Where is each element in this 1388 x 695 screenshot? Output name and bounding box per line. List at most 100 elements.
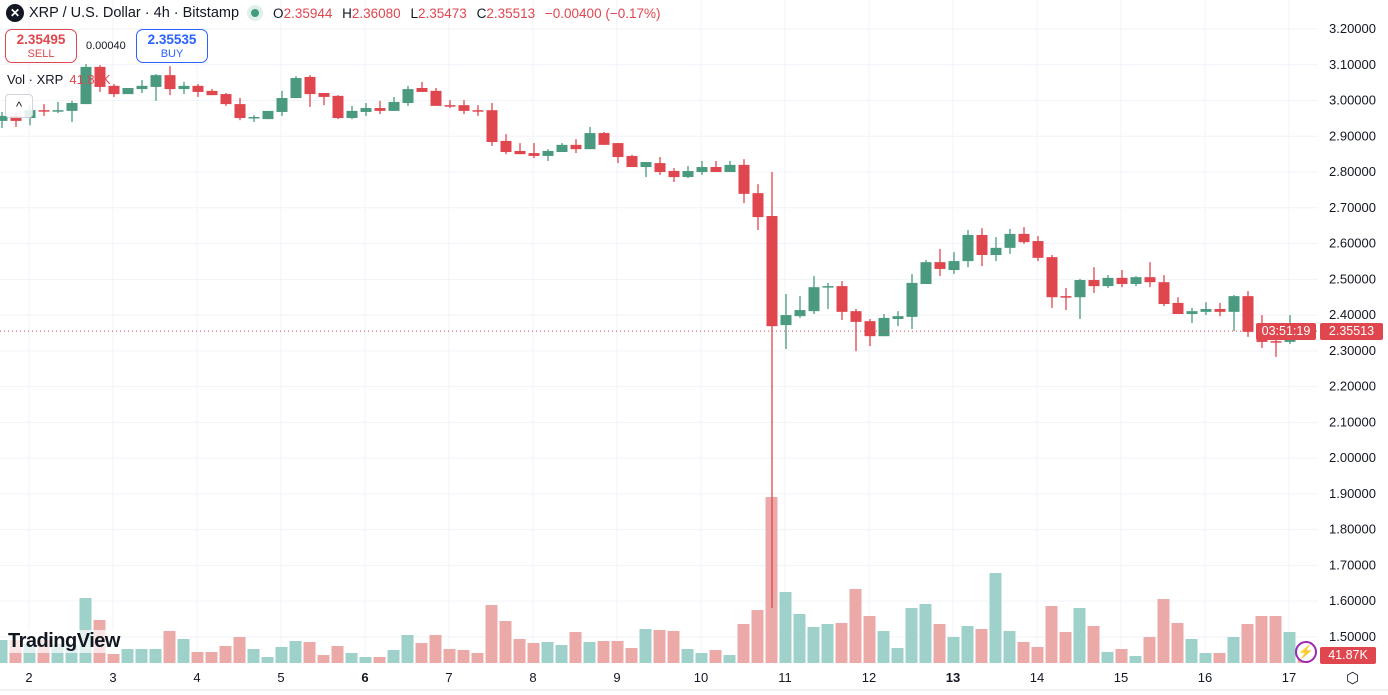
- candle: [556, 143, 568, 153]
- candle: [150, 74, 162, 101]
- price-tick-label: 2.20000: [1329, 379, 1376, 394]
- candle: [416, 81, 428, 92]
- collapse-legend-button[interactable]: ^: [5, 94, 33, 118]
- candle-body: [808, 287, 820, 312]
- time-tick-label: 10: [694, 670, 708, 685]
- symbol-title[interactable]: XRP / U.S. Dollar · 4h · Bitstamp: [29, 5, 240, 21]
- sell-price: 2.35495: [16, 32, 66, 47]
- candle: [752, 184, 764, 230]
- candle: [514, 143, 526, 155]
- volume-bar: [1143, 637, 1156, 663]
- candle-body: [1200, 309, 1212, 312]
- candle: [1074, 278, 1086, 320]
- time-tick-label: 16: [1198, 670, 1212, 685]
- volume-bar: [107, 654, 120, 663]
- candle: [500, 134, 512, 155]
- candle: [948, 252, 960, 274]
- price-tick-label: 2.90000: [1329, 128, 1376, 143]
- spread-value: 0.00040: [86, 40, 126, 52]
- volume-bar: [261, 657, 274, 663]
- candle-body: [822, 286, 834, 288]
- sell-button[interactable]: 2.35495 SELL: [5, 29, 77, 63]
- low-value: 2.35473: [417, 5, 467, 21]
- volume-bar: [1185, 639, 1198, 663]
- price-tick-label: 2.80000: [1329, 164, 1376, 179]
- volume-bar: [1073, 608, 1086, 663]
- price-tick-label: 3.10000: [1329, 57, 1376, 72]
- volume-bar: [695, 653, 708, 663]
- volume-bar: [933, 624, 946, 663]
- candle: [360, 103, 372, 116]
- price-tick-label: 1.60000: [1329, 593, 1376, 608]
- candle-body: [738, 164, 750, 194]
- tradingview-logo[interactable]: TradingView: [8, 630, 120, 653]
- candle: [1242, 291, 1254, 337]
- volume-bar: [1045, 606, 1058, 663]
- volume-bar: [303, 642, 316, 663]
- candle-body: [682, 170, 694, 178]
- buy-button[interactable]: 2.35535 BUY: [136, 29, 208, 63]
- volume-bar: [919, 604, 932, 663]
- volume-bar: [1269, 616, 1282, 663]
- price-tick-label: 3.00000: [1329, 93, 1376, 108]
- candle: [640, 162, 652, 178]
- candle: [276, 90, 288, 116]
- candle-body: [640, 162, 652, 168]
- candle-body: [1172, 302, 1184, 315]
- volume-bar: [499, 621, 512, 663]
- volume-bar: [513, 639, 526, 663]
- candle: [570, 139, 582, 154]
- candle-body: [1186, 311, 1198, 315]
- volume-bar: [387, 650, 400, 663]
- candle: [1018, 227, 1030, 244]
- volume-legend[interactable]: Vol · XRP 41.87K: [7, 72, 111, 87]
- candle-body: [528, 153, 540, 156]
- last-volume-label: 41.87K: [1320, 647, 1376, 664]
- time-axis[interactable]: 2 3 4 5 6 7 8 9 10 11 12 13 14 15 16 17: [25, 670, 1296, 685]
- candle-body: [500, 140, 512, 153]
- candle: [402, 85, 414, 106]
- candle: [780, 293, 792, 350]
- candle: [822, 282, 834, 310]
- candle-body: [80, 66, 92, 105]
- price-axis[interactable]: 3.20000 3.10000 3.00000 2.90000 2.80000 2.700…: [1329, 21, 1376, 644]
- candle-body: [724, 164, 736, 173]
- candle: [0, 111, 8, 129]
- candle: [892, 311, 904, 327]
- candle: [122, 88, 134, 95]
- volume-bar: [1031, 647, 1044, 663]
- candle: [94, 65, 106, 92]
- settings-icon[interactable]: ⬡: [1346, 670, 1360, 687]
- candle-body: [864, 321, 876, 337]
- volume-bar: [219, 646, 232, 663]
- candle-body: [948, 261, 960, 271]
- volume-bar: [121, 649, 134, 663]
- volume-bar: [1101, 652, 1114, 663]
- candle: [682, 165, 694, 179]
- volume-bar: [359, 657, 372, 663]
- candle: [1200, 302, 1212, 316]
- candle-body: [332, 95, 344, 119]
- time-tick-label: 11: [778, 670, 792, 685]
- candle: [136, 80, 148, 94]
- volume-bar: [527, 643, 540, 663]
- candle: [934, 248, 946, 277]
- candle-body: [990, 247, 1002, 256]
- volume-bar: [443, 649, 456, 663]
- candle-body: [850, 311, 862, 322]
- candle: [458, 100, 470, 115]
- volume-bar: [205, 652, 218, 663]
- volume-bar: [555, 645, 568, 663]
- candle-body: [696, 167, 708, 173]
- candle: [612, 143, 624, 164]
- market-status-icon[interactable]: [247, 5, 264, 21]
- lightning-icon[interactable]: ⚡: [1295, 641, 1317, 663]
- candle: [332, 95, 344, 120]
- candle-body: [374, 108, 386, 111]
- volume-bar: [863, 616, 876, 663]
- volume-legend-label: Vol · XRP: [7, 72, 64, 87]
- candle: [864, 319, 876, 347]
- candle: [696, 160, 708, 175]
- volume-bar: [275, 647, 288, 663]
